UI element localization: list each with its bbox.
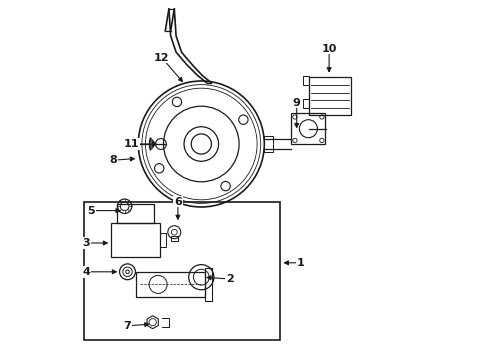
Bar — [170, 236, 178, 241]
Text: 12: 12 — [154, 53, 169, 63]
Text: 1: 1 — [296, 258, 304, 268]
Text: 4: 4 — [82, 267, 90, 277]
Text: 8: 8 — [109, 155, 117, 165]
Bar — [264, 136, 273, 152]
Text: 5: 5 — [87, 206, 95, 216]
Bar — [302, 99, 309, 108]
Bar — [291, 113, 325, 144]
Bar — [160, 233, 166, 247]
Bar — [302, 76, 309, 85]
Bar — [204, 268, 212, 301]
Bar — [117, 204, 154, 223]
Bar — [84, 202, 280, 340]
Text: 9: 9 — [292, 98, 300, 108]
Text: 11: 11 — [123, 139, 139, 149]
Text: 6: 6 — [174, 197, 182, 207]
Text: 2: 2 — [226, 274, 233, 284]
Text: 7: 7 — [123, 321, 131, 331]
Bar — [309, 77, 350, 115]
Text: 10: 10 — [321, 44, 336, 54]
Bar — [136, 272, 204, 297]
Bar — [111, 223, 160, 257]
Text: 3: 3 — [82, 238, 90, 248]
